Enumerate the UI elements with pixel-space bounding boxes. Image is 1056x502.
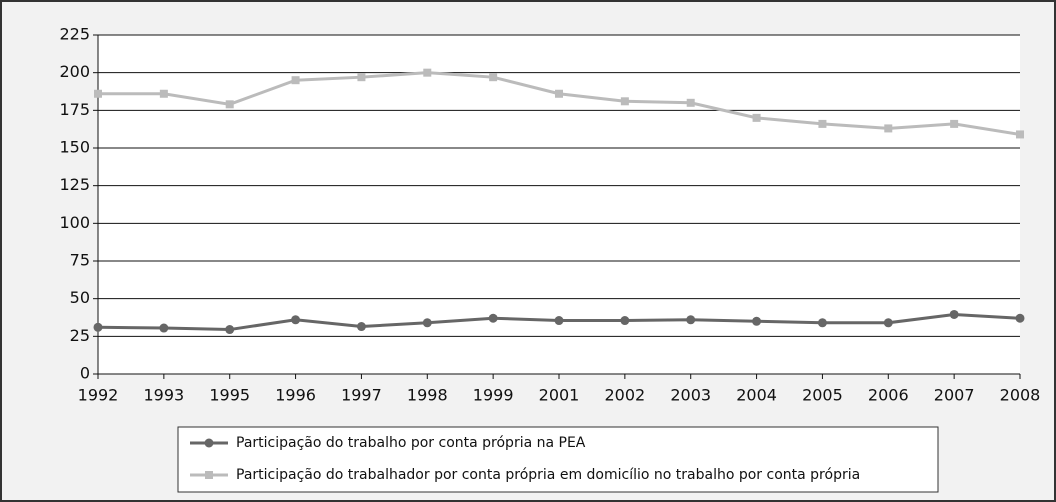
y-tick-label: 150 xyxy=(59,138,90,157)
data-point xyxy=(488,313,498,323)
y-tick-label: 100 xyxy=(59,213,90,232)
legend-marker xyxy=(205,471,213,479)
data-point xyxy=(620,97,629,106)
x-tick-label: 2001 xyxy=(539,386,580,405)
data-point xyxy=(93,322,103,332)
x-tick-label: 1996 xyxy=(275,386,316,405)
x-tick-label: 1992 xyxy=(78,386,119,405)
y-tick-label: 225 xyxy=(59,25,90,44)
data-point xyxy=(356,322,366,332)
x-tick-label: 1997 xyxy=(341,386,382,405)
data-point xyxy=(159,323,169,333)
x-tick-label: 2004 xyxy=(736,386,777,405)
data-point xyxy=(94,89,102,98)
data-point xyxy=(291,315,301,325)
legend-marker xyxy=(204,438,214,448)
y-tick-label: 0 xyxy=(80,364,90,383)
data-point xyxy=(225,100,234,109)
x-tick-label: 1993 xyxy=(143,386,184,405)
x-tick-label: 2003 xyxy=(670,386,711,405)
legend-label: Participação do trabalho por conta própr… xyxy=(236,435,586,451)
data-point xyxy=(883,318,893,328)
data-point xyxy=(357,73,366,82)
data-point xyxy=(752,316,762,326)
x-tick-label: 2007 xyxy=(934,386,975,405)
data-point xyxy=(291,76,300,85)
y-tick-label: 50 xyxy=(70,288,90,307)
data-point xyxy=(686,315,696,325)
data-point xyxy=(423,68,432,77)
x-tick-label: 1999 xyxy=(473,386,514,405)
data-point xyxy=(884,124,893,133)
data-point xyxy=(817,318,827,328)
data-point xyxy=(818,119,827,128)
legend xyxy=(177,426,939,493)
data-point xyxy=(555,89,563,98)
y-tick-label: 25 xyxy=(70,326,90,345)
y-tick-label: 75 xyxy=(70,251,90,270)
data-point xyxy=(620,316,630,326)
data-point xyxy=(225,325,235,335)
x-tick-label: 2005 xyxy=(802,386,843,405)
data-point xyxy=(949,309,959,319)
x-tick-label: 1998 xyxy=(407,386,448,405)
data-point xyxy=(159,89,168,98)
data-point xyxy=(686,98,695,107)
data-point xyxy=(950,119,959,128)
x-tick-label: 1995 xyxy=(209,386,250,405)
x-tick-label: 2002 xyxy=(604,386,645,405)
data-point xyxy=(489,73,498,82)
x-tick-label: 2008 xyxy=(1000,386,1041,405)
data-point xyxy=(1015,313,1025,323)
y-tick-label: 175 xyxy=(59,100,90,119)
data-point xyxy=(1016,130,1024,139)
data-point xyxy=(554,316,564,326)
data-point xyxy=(422,318,432,328)
data-point xyxy=(752,113,761,122)
legend-label: Participação do trabalhador por conta pr… xyxy=(236,467,860,483)
x-tick-label: 2006 xyxy=(868,386,909,405)
y-tick-label: 200 xyxy=(59,62,90,81)
y-tick-label: 125 xyxy=(59,175,90,194)
